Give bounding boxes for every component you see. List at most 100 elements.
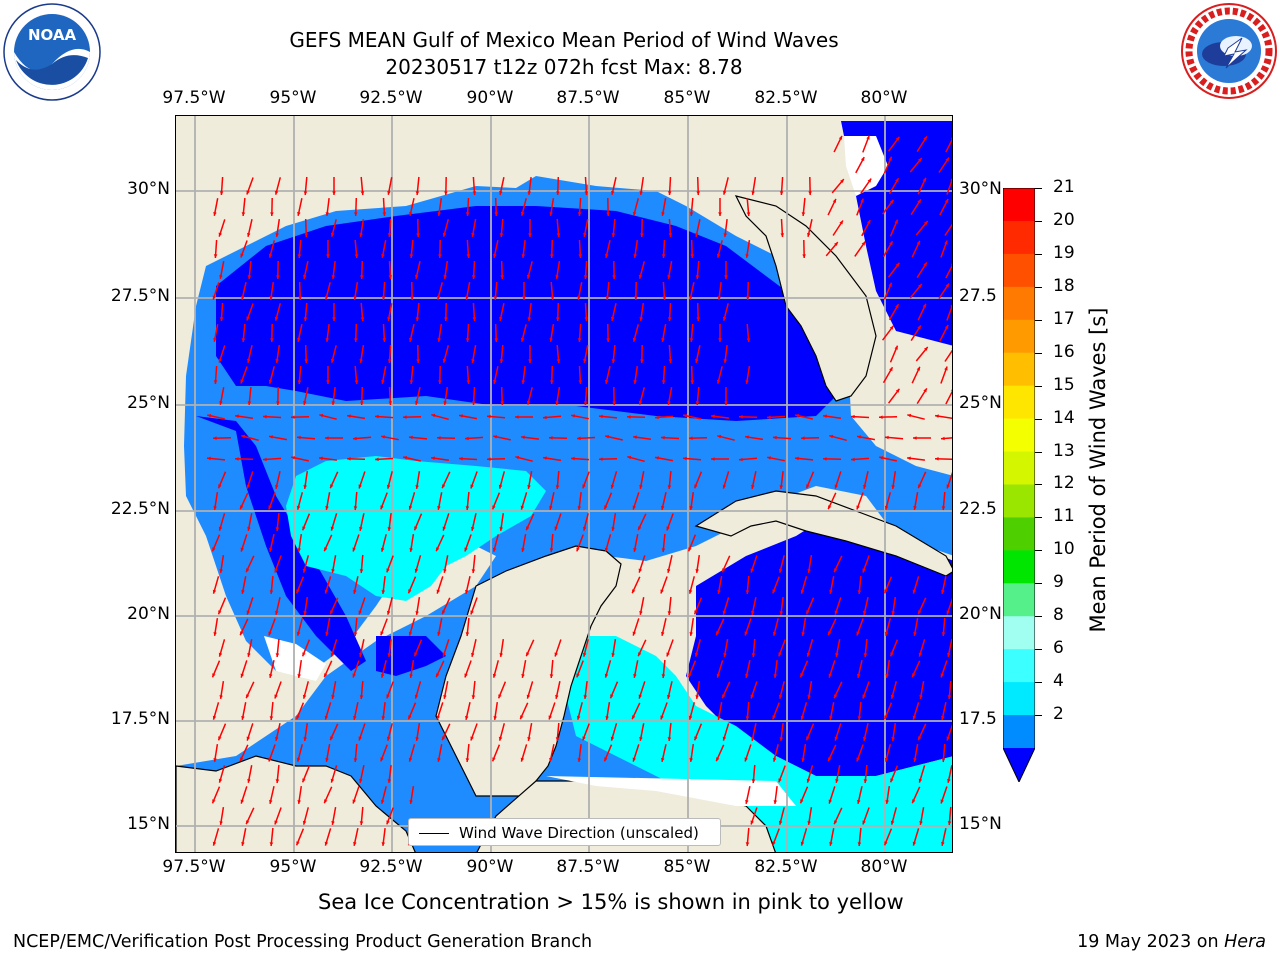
wind-arrow-head bbox=[863, 653, 868, 657]
wind-arrow-head bbox=[213, 436, 217, 440]
wind-arrow-head bbox=[576, 547, 580, 552]
wind-arrow-head bbox=[213, 338, 217, 342]
wind-arrow-head bbox=[661, 631, 665, 636]
colorbar-band bbox=[1003, 451, 1035, 485]
wind-arrow-head bbox=[889, 367, 893, 372]
wind-arrow-head bbox=[444, 317, 448, 321]
wind-arrow-head bbox=[604, 757, 608, 762]
wind-arrow-head bbox=[431, 413, 436, 418]
wind-arrow-head bbox=[745, 673, 749, 678]
wind-arrow-head bbox=[856, 631, 860, 636]
colorbar-tick-mark bbox=[1035, 616, 1042, 618]
wind-arrow-head bbox=[611, 233, 616, 237]
wind-arrow-head bbox=[604, 505, 608, 510]
wind-arrow-head bbox=[353, 296, 357, 300]
wind-arrow-head bbox=[918, 158, 922, 162]
wind-arrow-head bbox=[297, 435, 301, 440]
wind-arrow-head bbox=[325, 338, 330, 342]
lat-tick-left: 17.5°N bbox=[110, 709, 170, 729]
wind-arrow-head bbox=[867, 178, 872, 183]
wind-arrow-head bbox=[722, 190, 727, 195]
wind-arrow-head bbox=[661, 505, 665, 510]
wind-arrow-head bbox=[632, 211, 637, 216]
wind-arrow-head bbox=[689, 338, 694, 342]
wind-arrow-head bbox=[718, 212, 722, 216]
colorbar-swatches bbox=[1002, 187, 1036, 784]
wind-arrow-head bbox=[240, 673, 244, 678]
wind-arrow-head bbox=[828, 631, 832, 636]
wind-arrow-head bbox=[302, 820, 307, 825]
wind-arrow-head bbox=[667, 485, 672, 489]
wind-arrow bbox=[946, 304, 952, 321]
wind-arrow-head bbox=[274, 694, 278, 699]
wind-arrow-head bbox=[298, 296, 302, 300]
lat-tick-left: 20°N bbox=[127, 604, 170, 624]
wind-arrow-head bbox=[403, 415, 407, 419]
lon-tick-top: 92.5°W bbox=[359, 88, 423, 108]
wind-arrow-head bbox=[269, 799, 273, 804]
wind-arrow-head bbox=[359, 821, 364, 825]
noaa-logo-icon: NOAA bbox=[2, 2, 102, 102]
lat-tick-right: 27.5 bbox=[959, 286, 997, 306]
wind-arrow-head bbox=[918, 610, 922, 615]
colorbar-tick-label: 4 bbox=[1053, 671, 1064, 692]
wind-arrow-head bbox=[555, 401, 559, 405]
wind-arrow-head bbox=[218, 736, 222, 741]
wind-arrow-head bbox=[895, 136, 900, 141]
gulf-deep-north bbox=[216, 206, 836, 421]
wind-arrow-head bbox=[571, 414, 575, 418]
wind-arrow-head bbox=[354, 212, 358, 216]
colorbar-band bbox=[1003, 188, 1035, 222]
wind-arrow-head bbox=[606, 212, 610, 216]
wind-arrow-head bbox=[296, 589, 300, 594]
colorbar-tick-label: 11 bbox=[1053, 506, 1075, 527]
wind-arrow-head bbox=[723, 359, 728, 363]
wind-arrow-head bbox=[638, 526, 642, 531]
wind-arrow-head bbox=[724, 401, 728, 405]
wind-arrow-head bbox=[212, 295, 216, 300]
colorbar-tick-label: 6 bbox=[1053, 638, 1064, 659]
wind-arrow-head bbox=[689, 212, 694, 216]
wind-arrow-head bbox=[492, 505, 496, 510]
colorbar-tick-label: 12 bbox=[1053, 473, 1075, 494]
wind-arrow-head bbox=[668, 359, 673, 363]
colorbar-band bbox=[1003, 418, 1035, 453]
wind-arrow-head bbox=[499, 233, 504, 237]
wind-arrow-head bbox=[549, 338, 553, 342]
wind-arrow-head bbox=[414, 694, 419, 699]
wind-arrow-head bbox=[745, 435, 749, 439]
lon-tick-top: 82.5°W bbox=[754, 88, 818, 108]
wind-arrow-head bbox=[944, 199, 949, 203]
wind-arrow-head bbox=[330, 358, 335, 363]
wind-arrow-head bbox=[913, 506, 917, 510]
chart-subtitle: 20230517 t12z 072h fcst Max: 8.78 bbox=[385, 55, 743, 79]
wind-arrow bbox=[945, 138, 952, 153]
wind-arrow-head bbox=[838, 135, 842, 140]
wind-arrow-head bbox=[940, 673, 944, 678]
wind-arrow-head bbox=[241, 434, 246, 439]
wind-arrow-head bbox=[746, 296, 750, 300]
wind-arrow-head bbox=[716, 379, 721, 384]
wind-arrow-head bbox=[263, 457, 267, 462]
wind-arrow-head bbox=[639, 737, 643, 741]
wind-arrow-head bbox=[829, 434, 834, 439]
wind-arrow-head bbox=[571, 456, 575, 461]
wind-arrow bbox=[946, 178, 952, 195]
wind-arrow-head bbox=[527, 317, 532, 321]
wind-arrow-head bbox=[611, 359, 616, 363]
wind-arrow-head bbox=[213, 506, 217, 510]
wind-arrow-head bbox=[638, 652, 642, 657]
wind-arrow-head bbox=[907, 456, 911, 461]
wind-arrow-head bbox=[918, 778, 923, 783]
wind-arrow-head bbox=[599, 457, 603, 461]
wind-arrow-head bbox=[627, 455, 632, 460]
wind-arrow-head bbox=[388, 275, 393, 279]
map-gridlines bbox=[176, 116, 952, 852]
wind-arrow-head bbox=[722, 736, 727, 741]
wind-arrow-head bbox=[750, 820, 754, 825]
wind-arrow-head bbox=[696, 191, 700, 195]
wind-arrow-head bbox=[331, 695, 335, 699]
wind-arrow-head bbox=[750, 568, 754, 573]
wind-arrow-head bbox=[550, 380, 554, 384]
wind-arrow-head bbox=[767, 456, 771, 460]
